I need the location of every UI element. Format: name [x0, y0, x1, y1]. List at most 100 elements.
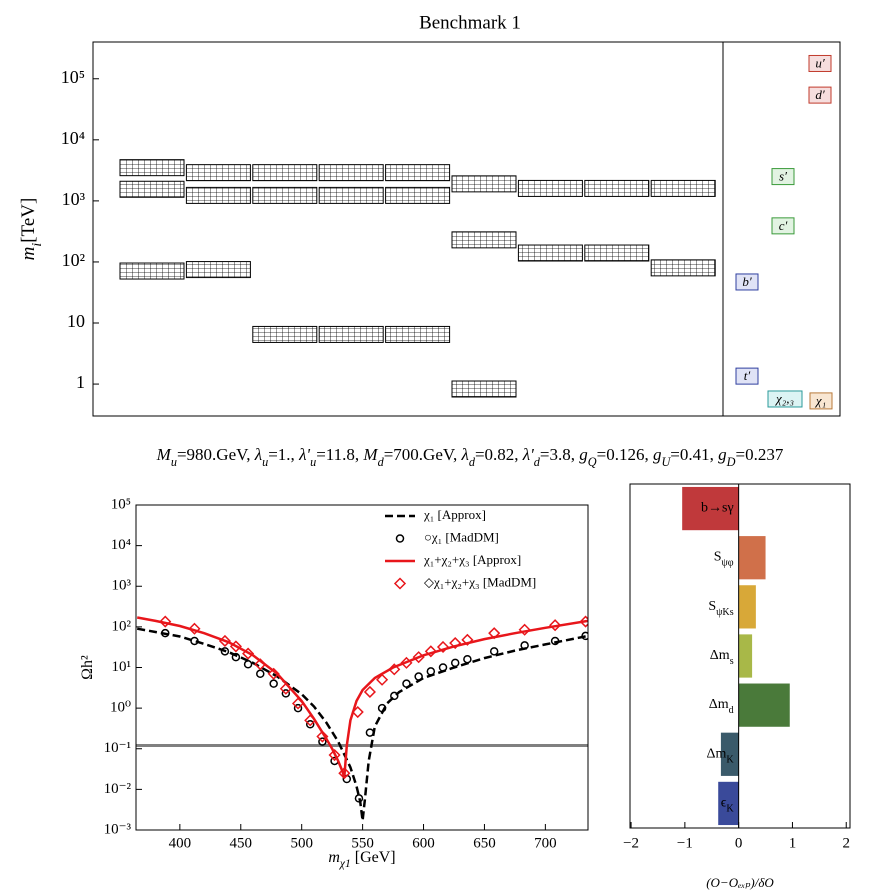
bar [720, 732, 739, 776]
text-part: λ [254, 445, 262, 464]
y-axis-label: mi[TeV] [18, 198, 43, 261]
point [438, 663, 448, 672]
point [390, 691, 399, 701]
plot-frame [92, 41, 841, 417]
point [351, 706, 364, 719]
point [316, 730, 329, 743]
text-part: M [362, 445, 378, 464]
text-part: d [378, 455, 385, 469]
bar-label: Sψφ [714, 550, 734, 569]
y-tick-label: 10⁵ [61, 67, 85, 87]
point [328, 748, 341, 762]
point [305, 720, 315, 729]
text-part: =0.82, [475, 445, 523, 464]
y-tick-label: 10⁰ [110, 700, 131, 716]
y-tick-label: 10 [67, 311, 85, 331]
text-part: K [726, 754, 734, 765]
text-part: χ1 [339, 858, 351, 870]
point [254, 658, 267, 671]
mass-box [451, 175, 517, 193]
x-tick-label: 2 [842, 835, 850, 851]
legend-label: ◇χ₁+χ₂+χ₃ [MadDM] [424, 574, 536, 589]
point [159, 615, 172, 628]
text-part: λ' [522, 445, 534, 464]
point [318, 737, 327, 746]
mass-box [584, 179, 650, 197]
point [449, 636, 462, 650]
y-tick-label: 10⁵ [111, 496, 131, 512]
mass-box [451, 380, 517, 398]
bar-label: Δms [710, 648, 734, 667]
text-part: [TeV] [18, 198, 39, 243]
state-box [771, 168, 795, 186]
legend-label: ○χ₁ [MadDM] [424, 529, 499, 544]
y-axis-label: Ωh² [79, 655, 96, 680]
state-label: t′ [744, 368, 751, 383]
point [388, 663, 401, 676]
text-part: ϵ [721, 796, 727, 811]
x-tick-label: 0 [735, 835, 743, 851]
point [550, 636, 560, 646]
bar [682, 486, 739, 531]
point [256, 669, 265, 679]
point [190, 636, 199, 646]
point [229, 640, 242, 653]
state-box [771, 217, 795, 235]
legend-marker [395, 534, 405, 543]
text-part: =0.126, [597, 445, 653, 464]
state-label: χ₂,₃ [774, 391, 794, 406]
point [269, 679, 278, 688]
point [489, 647, 499, 656]
point [412, 651, 425, 664]
text-part: K [726, 803, 734, 814]
point [424, 645, 437, 658]
y-tick-label: 1 [76, 372, 85, 392]
point [220, 647, 230, 656]
mass-box [385, 325, 451, 343]
mass-box [517, 244, 583, 262]
text-part: ψKs [716, 607, 734, 618]
x-tick-label: −2 [623, 835, 639, 851]
text-part: =1., [268, 445, 299, 464]
text-part: u [262, 455, 268, 469]
point [160, 628, 170, 638]
mass-box [650, 259, 716, 277]
text-part: s [730, 656, 734, 667]
text-part: d [469, 455, 476, 469]
text-part: g [718, 445, 727, 464]
state-label: u′ [815, 55, 825, 70]
state-box [809, 392, 833, 410]
mass-box [451, 231, 517, 249]
text-part: g [653, 445, 662, 464]
point [242, 647, 255, 660]
x-tick-label: 600 [412, 835, 435, 851]
text-part: S [708, 599, 716, 614]
text-part: =3.8, [540, 445, 579, 464]
point [338, 767, 351, 780]
state-box [808, 54, 832, 72]
point [291, 697, 305, 710]
chart-title: Benchmark 1 [419, 12, 521, 33]
y-tick-label: 10¹ [112, 659, 132, 675]
mass-box [252, 164, 318, 182]
bar-label: Δmd [709, 697, 734, 716]
point [218, 634, 231, 648]
legend-marker [393, 577, 407, 590]
x-tick-label: 1 [789, 835, 797, 851]
bar [738, 683, 790, 727]
point [188, 622, 201, 635]
y-tick-label: 10⁻¹ [104, 740, 131, 756]
text-part: i [29, 243, 44, 247]
text-part: u [310, 455, 316, 469]
mass-box [252, 186, 318, 204]
x-axis-label: mχ1 [GeV] [328, 849, 395, 870]
text-part: m [328, 849, 340, 866]
point [281, 689, 291, 698]
state-box [735, 367, 759, 385]
point [414, 672, 423, 681]
mass-box [119, 159, 185, 177]
point [436, 640, 450, 654]
point [243, 660, 253, 669]
state-label: d′ [815, 87, 825, 102]
